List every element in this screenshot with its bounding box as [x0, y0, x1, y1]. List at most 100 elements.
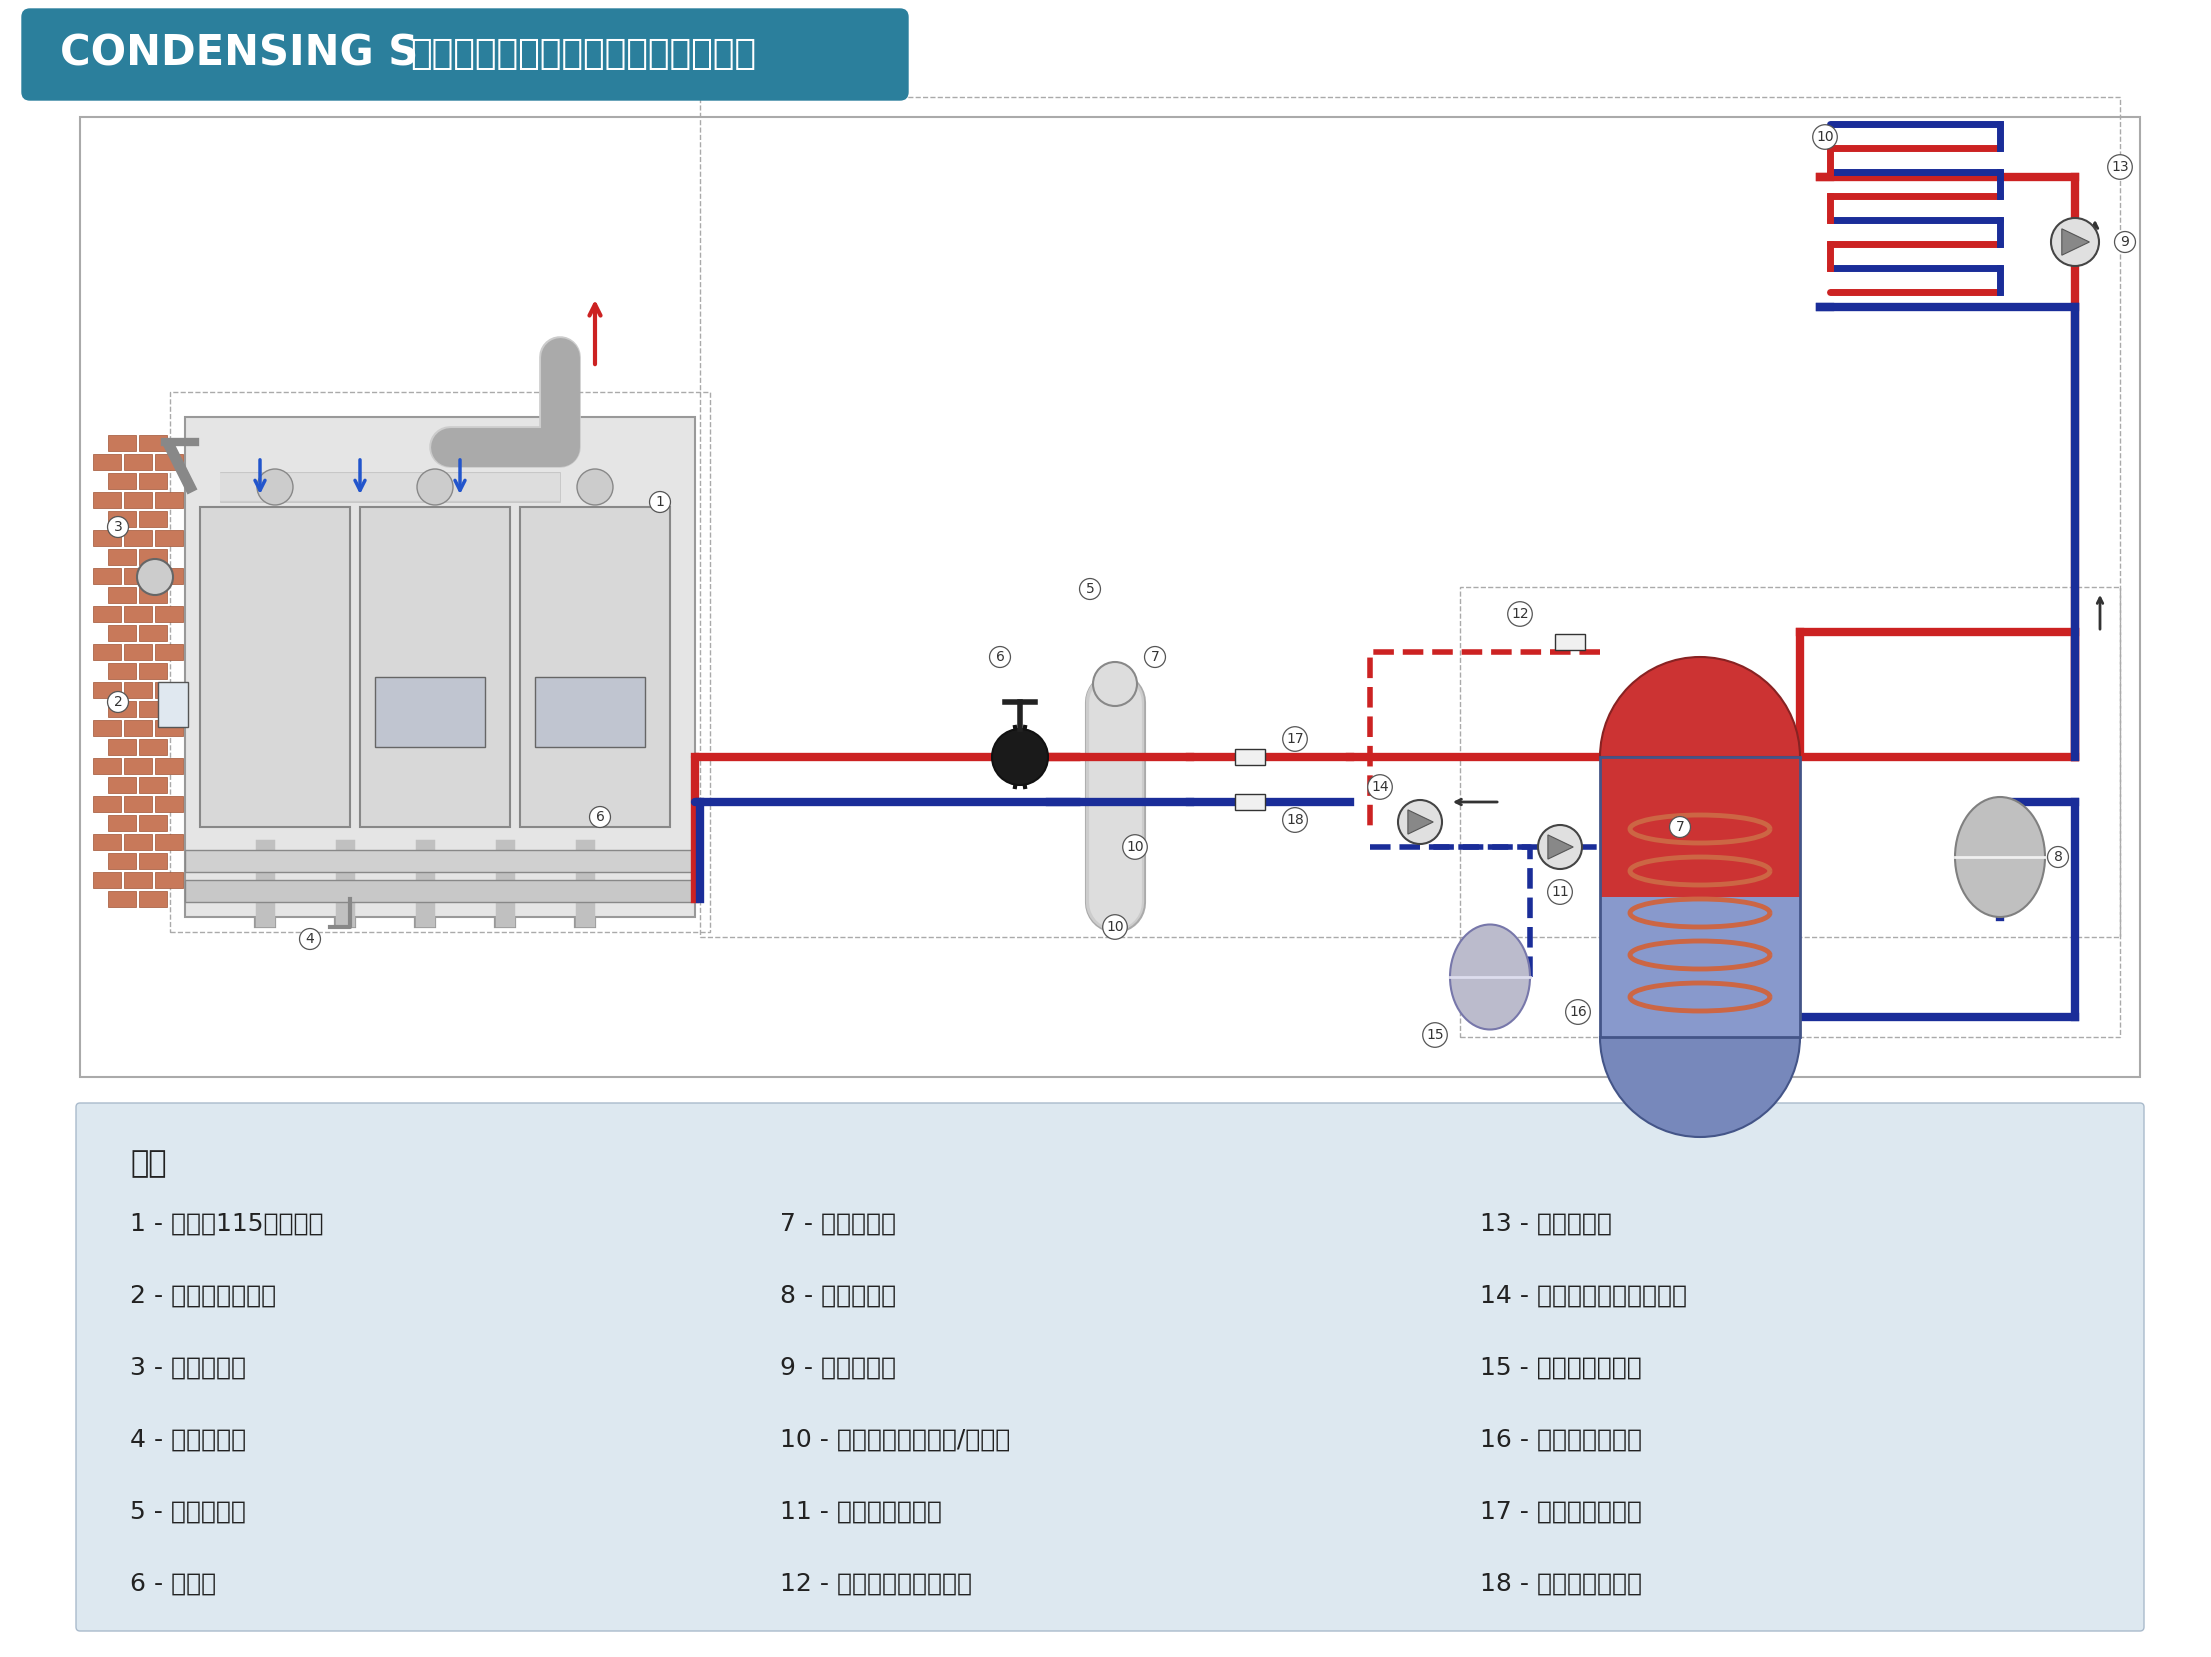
- Bar: [157, 683, 188, 727]
- Bar: [186, 880, 694, 901]
- Text: 10: 10: [1125, 840, 1143, 853]
- Bar: [535, 678, 646, 747]
- Bar: [155, 833, 184, 850]
- Text: 5 - 空气分离器: 5 - 空气分离器: [130, 1500, 245, 1524]
- Bar: [108, 891, 137, 906]
- Bar: [1236, 749, 1265, 766]
- Polygon shape: [1548, 835, 1574, 858]
- Bar: [155, 492, 184, 509]
- Text: 10 - 用户末端（散热器/地热）: 10 - 用户末端（散热器/地热）: [780, 1428, 1010, 1452]
- Bar: [139, 853, 168, 868]
- Bar: [155, 683, 184, 698]
- Circle shape: [993, 729, 1048, 785]
- Bar: [139, 436, 168, 451]
- Bar: [108, 548, 137, 565]
- Bar: [376, 678, 484, 747]
- Text: 10: 10: [1106, 920, 1123, 935]
- Text: 17: 17: [1287, 732, 1304, 746]
- Bar: [1459, 587, 2120, 1037]
- Bar: [1601, 757, 1800, 896]
- Bar: [186, 418, 694, 916]
- Ellipse shape: [1450, 925, 1530, 1029]
- Bar: [108, 510, 137, 527]
- Text: 12: 12: [1510, 606, 1528, 621]
- Circle shape: [577, 469, 612, 505]
- Bar: [124, 795, 153, 812]
- Bar: [170, 393, 710, 931]
- Text: 7 - 污垢分离器: 7 - 污垢分离器: [780, 1211, 895, 1236]
- Bar: [93, 872, 122, 888]
- Bar: [93, 492, 122, 509]
- Bar: [1236, 794, 1265, 810]
- Text: 16: 16: [1570, 1006, 1587, 1019]
- Bar: [108, 739, 137, 756]
- Bar: [108, 436, 137, 451]
- Text: 9: 9: [2120, 235, 2129, 249]
- Bar: [199, 507, 349, 827]
- Text: 13: 13: [2112, 161, 2129, 174]
- Bar: [1554, 635, 1585, 650]
- Bar: [124, 833, 153, 850]
- Circle shape: [1539, 825, 1583, 868]
- Text: 7: 7: [1150, 650, 1159, 664]
- Text: 15 - 生活热水膨胀罐: 15 - 生活热水膨胀罐: [1479, 1355, 1643, 1380]
- Text: 3: 3: [113, 520, 122, 534]
- Bar: [155, 872, 184, 888]
- Bar: [520, 507, 670, 827]
- FancyBboxPatch shape: [22, 8, 909, 99]
- Bar: [93, 721, 122, 736]
- Text: 8 - 系统膨胀罐: 8 - 系统膨胀罐: [780, 1284, 895, 1307]
- Bar: [139, 777, 168, 794]
- Text: 4 - 冷凝排放口: 4 - 冷凝排放口: [130, 1428, 245, 1452]
- Bar: [93, 568, 122, 583]
- Circle shape: [137, 558, 172, 595]
- Circle shape: [256, 469, 294, 505]
- Bar: [155, 645, 184, 659]
- Bar: [80, 118, 2140, 1077]
- Text: 3 - 室外探测器: 3 - 室外探测器: [130, 1355, 245, 1380]
- Bar: [124, 568, 153, 583]
- Circle shape: [1092, 663, 1136, 706]
- Bar: [155, 757, 184, 774]
- Bar: [93, 795, 122, 812]
- Text: 供暖及生活热水储罐并联安装示例图: 供暖及生活热水储罐并联安装示例图: [409, 36, 756, 71]
- Text: 6: 6: [995, 650, 1004, 664]
- Text: 2 - 室内自动调温器: 2 - 室内自动调温器: [130, 1284, 276, 1307]
- Text: 18 - 回水温度传感器: 18 - 回水温度传感器: [1479, 1572, 1643, 1596]
- Bar: [93, 454, 122, 471]
- Bar: [139, 625, 168, 641]
- Bar: [186, 850, 694, 872]
- Bar: [124, 757, 153, 774]
- Text: 6 - 换热器: 6 - 换热器: [130, 1572, 217, 1596]
- Bar: [93, 683, 122, 698]
- Bar: [155, 568, 184, 583]
- Bar: [108, 472, 137, 489]
- Text: CONDENSING S: CONDENSING S: [60, 33, 418, 75]
- Text: 6: 6: [595, 810, 604, 824]
- Text: 15: 15: [1426, 1027, 1444, 1042]
- Text: 7: 7: [1676, 820, 1685, 833]
- Bar: [139, 739, 168, 756]
- Text: 14 - 生活热水用户端循环泵: 14 - 生活热水用户端循环泵: [1479, 1284, 1687, 1307]
- Bar: [108, 853, 137, 868]
- Polygon shape: [2063, 229, 2089, 255]
- Text: 2: 2: [113, 694, 122, 709]
- Bar: [108, 777, 137, 794]
- Bar: [155, 721, 184, 736]
- Bar: [139, 510, 168, 527]
- Bar: [124, 872, 153, 888]
- Text: 14: 14: [1371, 780, 1389, 794]
- Text: 10: 10: [1815, 129, 1833, 144]
- Bar: [139, 701, 168, 717]
- Bar: [124, 683, 153, 698]
- Bar: [108, 815, 137, 832]
- Bar: [1601, 757, 1800, 1037]
- Bar: [108, 663, 137, 679]
- Text: 11 - 生活热水循环泵: 11 - 生活热水循环泵: [780, 1500, 942, 1524]
- Bar: [108, 701, 137, 717]
- Text: 17 - 供水温度传感器: 17 - 供水温度传感器: [1479, 1500, 1643, 1524]
- Text: 8: 8: [2054, 850, 2063, 863]
- Text: 18: 18: [1287, 814, 1304, 827]
- Bar: [93, 757, 122, 774]
- Bar: [139, 548, 168, 565]
